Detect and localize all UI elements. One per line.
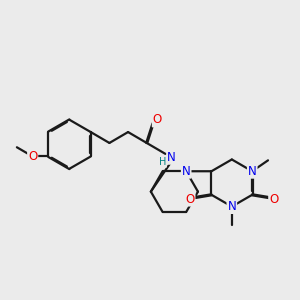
Text: N: N bbox=[182, 165, 190, 178]
Text: O: O bbox=[153, 113, 162, 127]
Text: O: O bbox=[28, 150, 37, 163]
Text: H: H bbox=[159, 157, 166, 167]
Text: N: N bbox=[227, 200, 236, 213]
Text: O: O bbox=[269, 193, 278, 206]
Text: O: O bbox=[185, 193, 194, 206]
Text: N: N bbox=[167, 151, 176, 164]
Text: N: N bbox=[248, 165, 256, 178]
